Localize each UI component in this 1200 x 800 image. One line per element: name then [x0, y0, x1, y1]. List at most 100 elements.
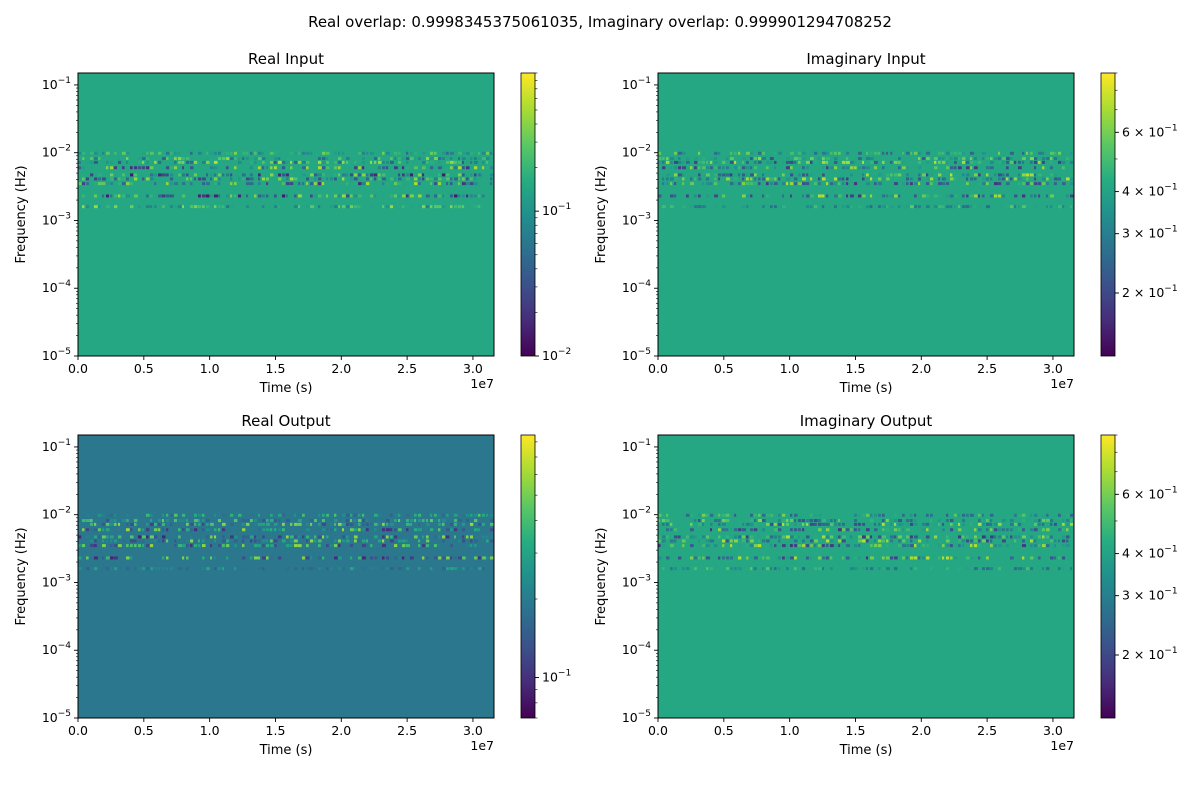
band-cell	[834, 166, 838, 170]
band-cell	[806, 182, 810, 186]
band-cell	[662, 535, 666, 539]
band-cell	[786, 177, 790, 181]
band-cell	[398, 177, 402, 181]
band-cell	[322, 556, 325, 560]
band-cell	[730, 539, 733, 543]
band-cell	[1066, 157, 1069, 161]
band-cell	[726, 157, 729, 161]
band-cell	[1022, 157, 1026, 161]
band-cell	[818, 567, 822, 571]
band-cell	[262, 522, 266, 526]
y-tick-label: 10−4	[42, 279, 71, 295]
band-cell	[478, 539, 482, 543]
band-cell	[314, 539, 317, 543]
band-cell	[206, 522, 209, 526]
band-cell	[342, 194, 346, 198]
band-cell	[1062, 151, 1065, 155]
band-cell	[782, 535, 786, 539]
band-cell	[870, 544, 873, 548]
band-cell	[746, 205, 749, 209]
band-cell	[742, 567, 745, 571]
band-cell	[162, 535, 166, 539]
band-cell	[690, 535, 694, 539]
band-cell	[78, 182, 82, 186]
band-cell	[1038, 151, 1042, 155]
band-cell	[322, 528, 326, 532]
band-cell	[442, 513, 445, 517]
band-cell	[742, 535, 746, 539]
band-cell	[338, 160, 342, 164]
band-cell	[946, 160, 950, 164]
band-cell	[194, 205, 198, 209]
band-cell	[418, 166, 422, 170]
band-cell	[418, 519, 422, 523]
band-cell	[902, 539, 906, 543]
band-cell	[102, 556, 105, 560]
band-cell	[198, 544, 201, 548]
band-cell	[942, 522, 945, 526]
band-cell	[822, 544, 825, 548]
x-tick-label: 1.5	[266, 361, 286, 376]
band-cell	[426, 539, 430, 543]
band-cell	[822, 528, 825, 532]
band-cell	[866, 513, 870, 517]
band-cell	[382, 544, 386, 548]
band-cell	[814, 519, 818, 523]
band-cell	[914, 194, 917, 198]
band-cell	[1054, 182, 1057, 186]
band-cell	[390, 556, 393, 560]
band-cell	[658, 151, 662, 155]
band-cell	[386, 535, 389, 539]
band-cell	[942, 528, 945, 532]
band-cell	[214, 205, 217, 209]
band-cell	[226, 194, 230, 198]
band-cell	[366, 151, 369, 155]
band-cell	[442, 157, 445, 161]
band-cell	[862, 194, 866, 198]
band-cell	[798, 519, 802, 523]
band-cell	[234, 567, 237, 571]
band-cell	[726, 173, 730, 177]
band-cell	[106, 567, 109, 571]
band-cell	[470, 173, 473, 177]
band-cell	[118, 177, 121, 181]
band-cell	[190, 182, 193, 186]
band-cell	[86, 177, 90, 181]
x-tick-label: 2.5	[397, 361, 417, 376]
band-cell	[670, 528, 673, 532]
band-cell	[830, 567, 833, 571]
band-cell	[94, 177, 98, 181]
band-cell	[130, 182, 133, 186]
band-cell	[114, 522, 117, 526]
band-cell	[866, 182, 870, 186]
band-cell	[782, 205, 786, 209]
band-cell	[430, 205, 433, 209]
band-cell	[862, 166, 866, 170]
band-cell	[158, 173, 162, 177]
band-cell	[674, 194, 677, 198]
band-cell	[482, 522, 486, 526]
band-cell	[658, 544, 661, 548]
band-cell	[214, 177, 218, 181]
band-cell	[870, 535, 873, 539]
band-cell	[990, 519, 993, 523]
x-tick-label: 2.0	[911, 361, 931, 376]
band-cell	[734, 166, 738, 170]
band-cell	[338, 173, 341, 177]
band-cell	[766, 522, 770, 526]
band-cell	[394, 151, 398, 155]
band-cell	[1006, 166, 1009, 170]
band-cell	[370, 177, 373, 181]
band-cell	[430, 528, 434, 532]
band-cell	[258, 177, 261, 181]
band-cell	[458, 177, 461, 181]
band-cell	[994, 173, 997, 177]
band-cell	[102, 544, 106, 548]
band-cell	[1070, 522, 1074, 526]
band-cell	[418, 205, 422, 209]
band-cell	[674, 539, 677, 543]
band-cell	[398, 151, 401, 155]
band-cell	[350, 177, 354, 181]
band-cell	[998, 567, 1002, 571]
